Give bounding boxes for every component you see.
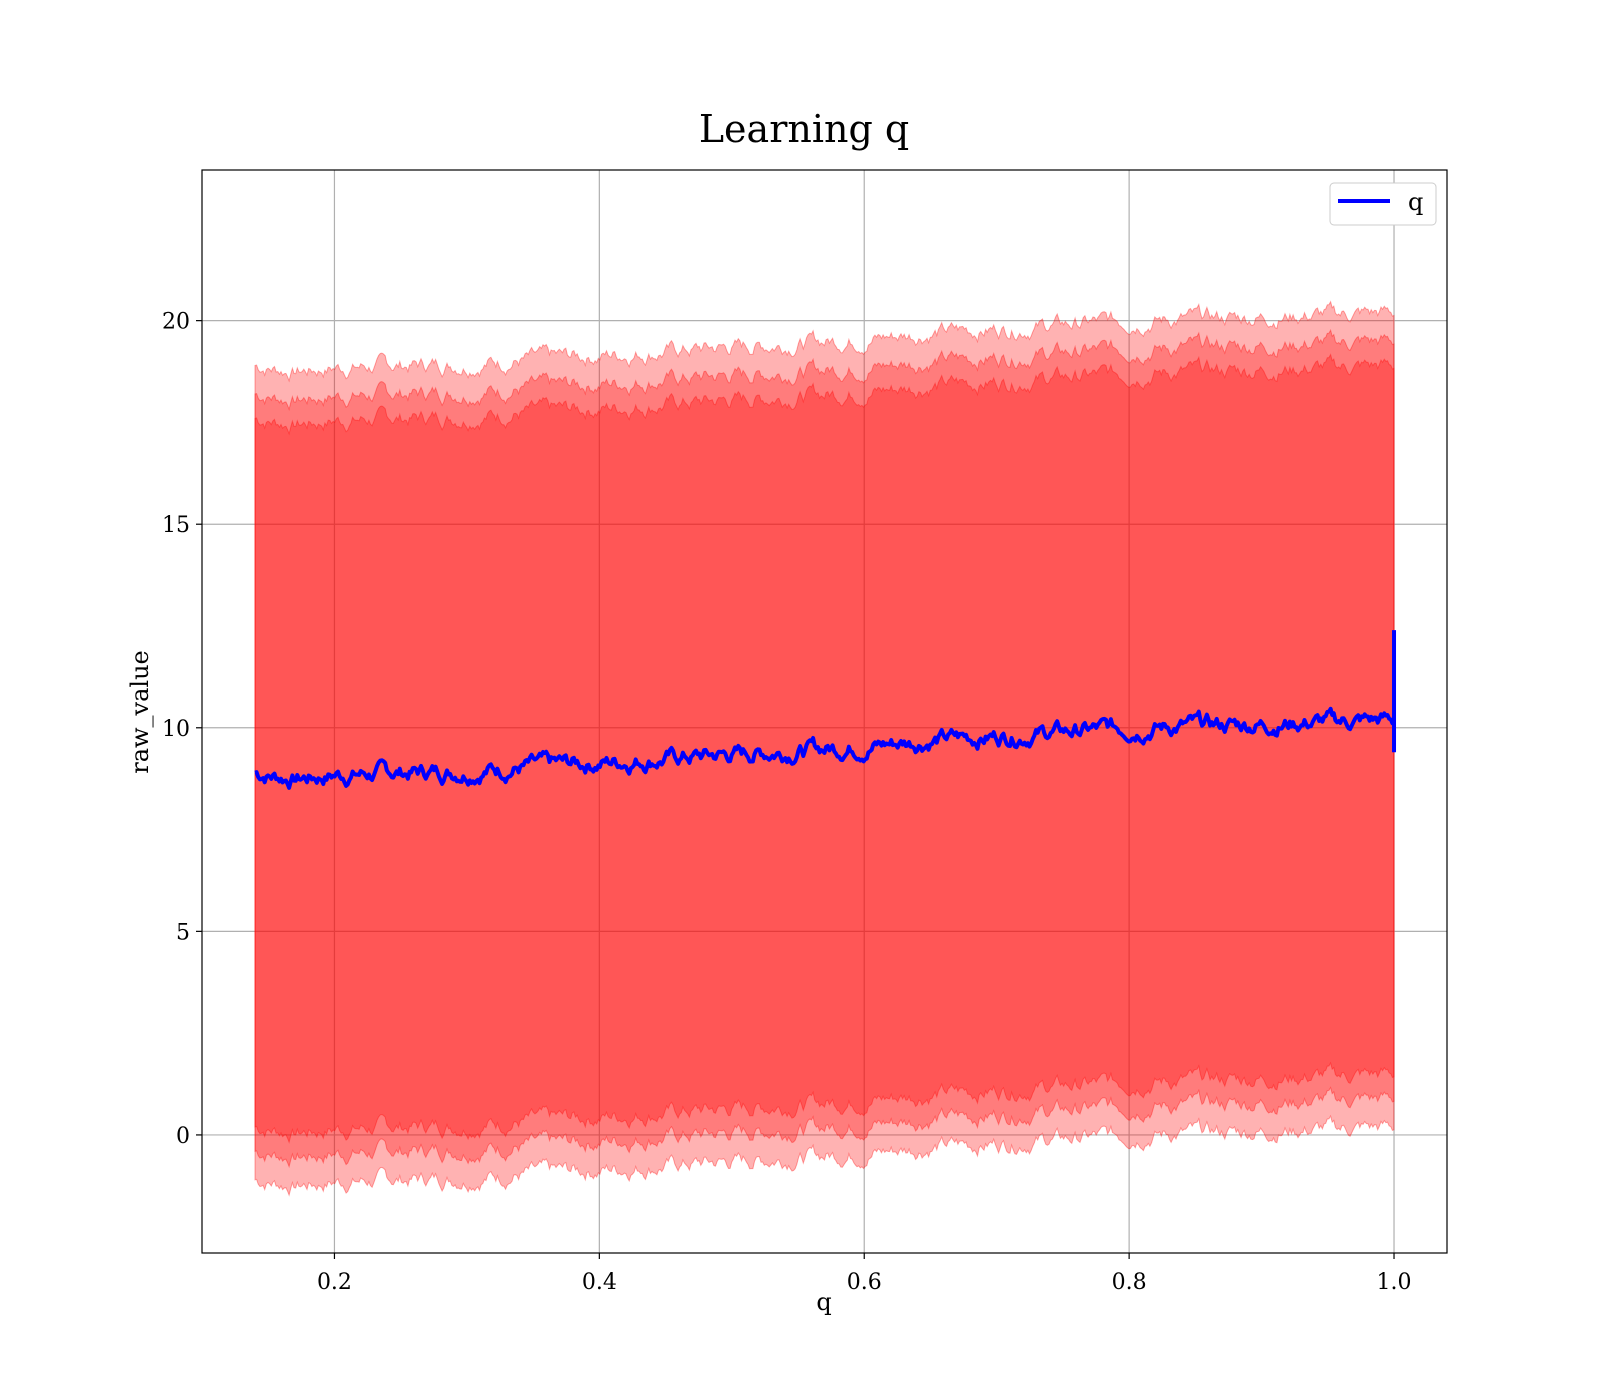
y-tick-label: 0 bbox=[176, 1124, 190, 1149]
x-ticks: 0.2 0.4 0.6 0.8 1.0 bbox=[317, 1253, 1412, 1295]
y-tick-label: 10 bbox=[162, 717, 190, 742]
x-axis-label: q bbox=[816, 1288, 831, 1316]
chart-title: Learning q bbox=[699, 107, 909, 151]
x-tick-label: 0.8 bbox=[1112, 1270, 1147, 1295]
plot-frame bbox=[201, 169, 1448, 1254]
y-axis-label: raw_value bbox=[126, 650, 154, 774]
y-tick-label: 5 bbox=[176, 920, 190, 945]
legend-box bbox=[1329, 182, 1437, 226]
x-tick-label: 0.2 bbox=[317, 1270, 352, 1295]
x-tick-label: 0.4 bbox=[582, 1270, 617, 1295]
y-ticks: 0 5 10 15 20 bbox=[162, 310, 202, 1149]
y-tick-label: 15 bbox=[162, 513, 190, 538]
x-tick-label: 1.0 bbox=[1377, 1270, 1412, 1295]
legend: q bbox=[1329, 182, 1437, 226]
x-tick-label: 0.6 bbox=[847, 1270, 882, 1295]
series-lines bbox=[254, 630, 1397, 790]
series-line-q bbox=[254, 706, 1395, 790]
y-tick-label: 20 bbox=[162, 310, 190, 335]
legend-label-q: q bbox=[1408, 188, 1423, 216]
